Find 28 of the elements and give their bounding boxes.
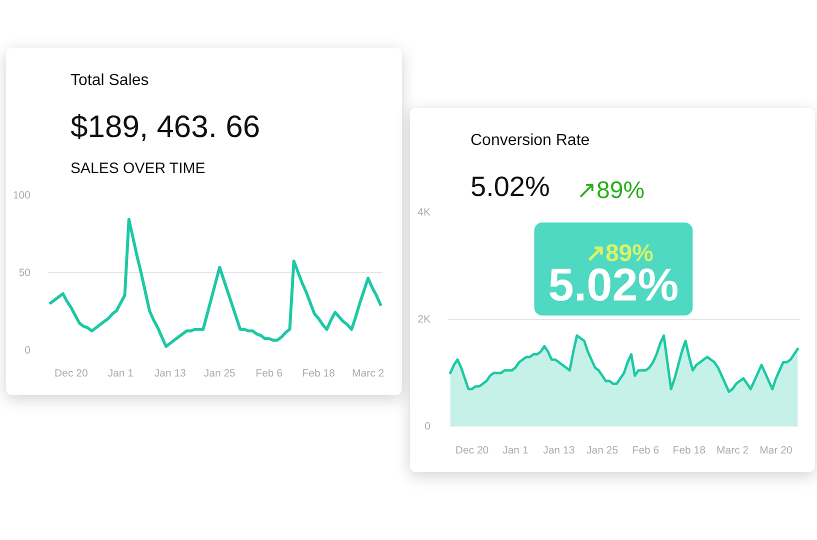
line-series <box>49 218 382 348</box>
y-tick-label: 0 <box>424 420 431 432</box>
x-tick-label: Jan 13 <box>154 368 186 380</box>
y-tick-label: 0 <box>24 344 31 356</box>
x-tick-label: Feb 18 <box>672 444 706 456</box>
x-tick-label: Jan 1 <box>502 444 528 456</box>
x-tick-label: Jan 13 <box>543 444 575 456</box>
x-tick-label: Marc 2 <box>716 444 749 456</box>
chart-subtitle: SALES OVER TIME <box>70 160 206 177</box>
x-tick-label: Feb 6 <box>256 368 283 380</box>
y-tick-label: 50 <box>18 267 31 279</box>
chart-title: Conversion Rate <box>470 132 590 149</box>
text: $189, 463. 66 <box>70 109 260 144</box>
x-tick-label: Mar 20 <box>760 444 792 456</box>
x-tick-label: Feb 6 <box>632 444 660 456</box>
x-tick-label: Marc 2 <box>352 368 384 380</box>
y-tick-label: 100 <box>12 190 31 202</box>
x-tick-label: Jan 25 <box>204 368 236 380</box>
text: 5.02% <box>470 171 550 202</box>
y-tick-label: 4K <box>418 206 430 218</box>
x-tick-label: Jan 1 <box>108 368 134 380</box>
y-tick-label: 2K <box>418 314 430 326</box>
x-tick-label: Dec 20 <box>54 368 88 380</box>
x-tick-label: Feb 18 <box>302 368 336 380</box>
x-tick-label: Dec 20 <box>455 444 489 456</box>
text: ↗89% <box>576 177 645 204</box>
chart-title: Total Sales <box>70 72 149 89</box>
x-tick-label: Jan 25 <box>586 444 618 456</box>
